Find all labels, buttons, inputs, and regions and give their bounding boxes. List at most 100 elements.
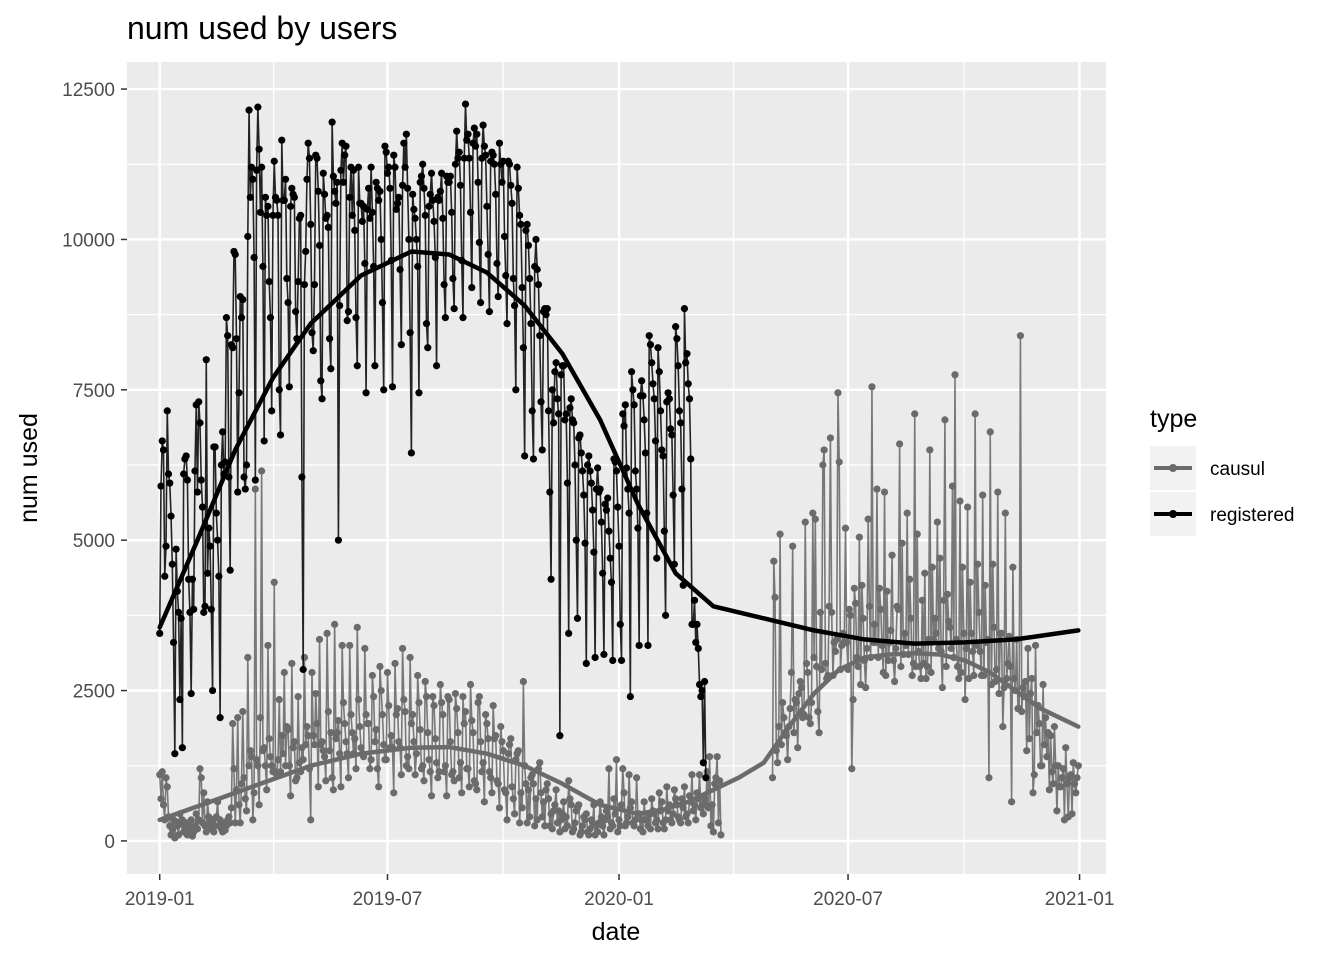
data-point-causul	[477, 738, 485, 746]
data-point-registered	[290, 193, 298, 201]
data-point-registered	[182, 452, 190, 460]
data-point-registered	[310, 280, 319, 289]
data-point-registered	[661, 611, 670, 619]
data-point-causul	[409, 711, 417, 719]
smooth-line-registered	[157, 249, 1081, 646]
data-point-registered	[288, 184, 296, 192]
data-point-causul	[323, 629, 331, 638]
legend-label-causul: causul	[1210, 459, 1265, 480]
data-point-causul	[995, 689, 1003, 698]
data-point-registered	[620, 422, 628, 430]
data-point-causul	[892, 644, 900, 653]
data-point-registered	[619, 410, 627, 418]
data-point-registered	[677, 419, 685, 427]
data-point-causul	[231, 819, 239, 827]
data-point-causul	[541, 822, 549, 830]
data-point-causul	[362, 711, 370, 719]
data-point-registered	[581, 539, 589, 547]
x-tick-label: 2020-07	[813, 889, 883, 910]
data-point-causul	[497, 723, 505, 731]
data-point-causul	[446, 738, 454, 746]
data-point-registered	[305, 154, 314, 162]
data-point-causul	[280, 668, 288, 677]
data-point-registered	[678, 485, 686, 493]
data-point-registered	[309, 347, 317, 355]
data-point-registered	[419, 160, 427, 168]
data-point-registered	[586, 467, 594, 475]
data-point-registered	[424, 344, 432, 352]
data-point-causul	[966, 578, 974, 586]
data-point-causul	[859, 614, 867, 622]
data-point-causul	[424, 729, 432, 737]
data-point-causul	[320, 753, 329, 761]
data-point-causul	[605, 765, 613, 773]
data-point-registered	[465, 154, 473, 162]
data-point-registered	[566, 404, 574, 412]
data-point-causul	[451, 689, 460, 698]
data-point-registered	[224, 332, 232, 340]
data-point-registered	[456, 181, 465, 189]
data-point-causul	[942, 662, 950, 671]
data-point-causul	[699, 810, 707, 818]
data-point-causul	[801, 518, 809, 526]
data-point-causul	[242, 807, 251, 815]
data-point-causul	[236, 819, 244, 827]
data-point-registered	[307, 220, 315, 228]
data-point-causul	[908, 671, 916, 680]
data-point-registered	[254, 103, 262, 111]
data-point-causul	[468, 717, 476, 725]
data-point-causul	[441, 762, 449, 770]
data-point-causul	[1006, 662, 1014, 671]
data-point-registered	[406, 329, 414, 337]
data-point-causul	[459, 692, 467, 701]
data-point-registered	[638, 377, 646, 385]
data-point-causul	[880, 488, 889, 496]
data-point-causul	[906, 575, 914, 583]
data-point-registered	[392, 205, 400, 213]
x-tick-label: 2021-01	[1045, 889, 1115, 910]
data-point-causul	[850, 584, 858, 592]
data-point-registered	[367, 163, 375, 171]
data-point-registered	[547, 575, 555, 583]
data-point-causul	[581, 816, 589, 824]
data-point-causul	[392, 711, 400, 719]
data-point-registered	[264, 202, 272, 210]
data-point-causul	[341, 720, 349, 728]
data-point-registered	[177, 614, 185, 622]
data-point-causul	[672, 795, 680, 803]
data-point-registered	[240, 473, 248, 481]
data-point-causul	[460, 720, 468, 728]
data-point-causul	[376, 662, 384, 671]
data-point-causul	[563, 822, 572, 830]
data-point-causul	[887, 626, 895, 635]
data-point-registered	[599, 569, 607, 577]
data-point-registered	[320, 190, 329, 198]
data-point-causul	[548, 825, 556, 833]
data-point-causul	[789, 542, 797, 550]
data-point-registered	[460, 154, 468, 162]
data-point-registered	[493, 259, 501, 268]
data-point-registered	[571, 461, 579, 469]
data-point-registered	[448, 208, 456, 216]
data-point-causul	[1068, 810, 1076, 818]
data-point-causul	[828, 608, 836, 616]
data-point-causul	[897, 662, 905, 671]
data-point-causul	[955, 674, 963, 683]
data-point-registered	[411, 214, 419, 222]
data-point-registered	[339, 178, 348, 186]
data-point-causul	[429, 692, 437, 701]
data-point-causul	[536, 759, 544, 767]
data-point-causul	[1048, 768, 1056, 776]
data-point-causul	[1025, 735, 1033, 743]
data-point-causul	[855, 533, 863, 541]
data-point-registered	[234, 488, 242, 496]
data-point-registered	[446, 172, 454, 180]
data-point-registered	[196, 419, 204, 427]
data-point-registered	[594, 464, 602, 472]
data-point-causul	[775, 723, 783, 731]
data-point-registered	[475, 238, 483, 247]
data-point-registered	[410, 205, 418, 213]
data-point-registered	[615, 542, 623, 550]
data-point-registered	[455, 148, 463, 156]
